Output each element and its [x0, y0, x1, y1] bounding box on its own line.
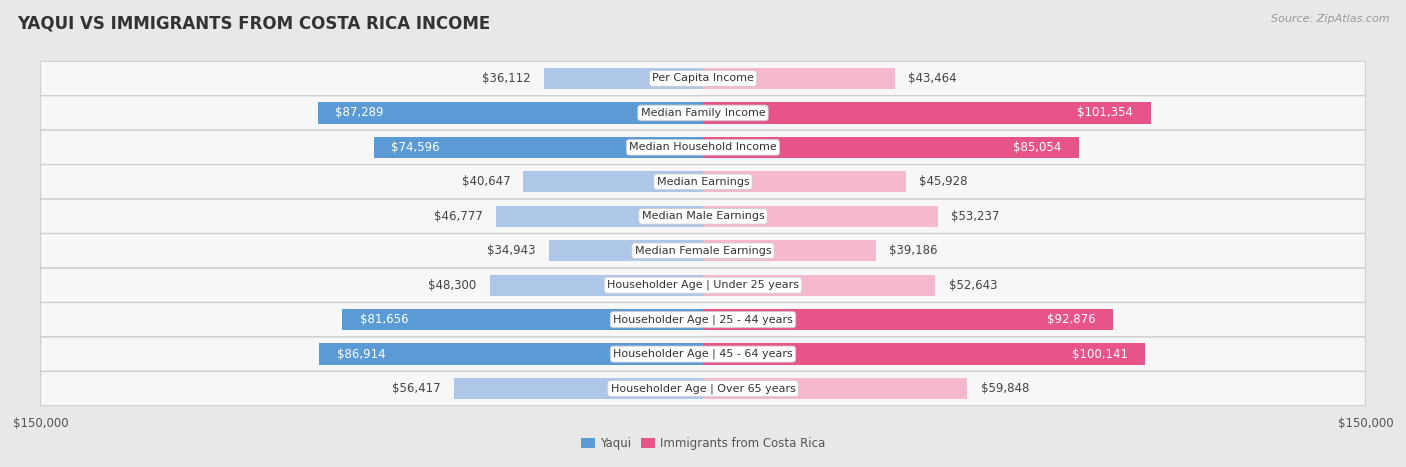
Text: Median Earnings: Median Earnings — [657, 177, 749, 187]
Text: $53,237: $53,237 — [952, 210, 1000, 223]
Bar — [548, 240, 703, 262]
FancyBboxPatch shape — [41, 337, 1365, 371]
FancyBboxPatch shape — [41, 130, 1365, 164]
Bar — [374, 137, 703, 158]
Text: $59,848: $59,848 — [980, 382, 1029, 395]
Bar — [703, 240, 876, 262]
Text: Median Male Earnings: Median Male Earnings — [641, 211, 765, 221]
Text: $87,289: $87,289 — [335, 106, 384, 120]
Text: Householder Age | Under 25 years: Householder Age | Under 25 years — [607, 280, 799, 290]
FancyBboxPatch shape — [41, 303, 1365, 337]
FancyBboxPatch shape — [41, 268, 1365, 302]
Text: Householder Age | 25 - 44 years: Householder Age | 25 - 44 years — [613, 314, 793, 325]
Bar — [703, 137, 1078, 158]
Bar — [703, 378, 967, 399]
Text: $86,914: $86,914 — [337, 347, 385, 361]
Text: $92,876: $92,876 — [1047, 313, 1095, 326]
Text: YAQUI VS IMMIGRANTS FROM COSTA RICA INCOME: YAQUI VS IMMIGRANTS FROM COSTA RICA INCO… — [17, 14, 491, 32]
Bar — [703, 275, 935, 296]
Text: $85,054: $85,054 — [1012, 141, 1062, 154]
Bar — [703, 309, 1114, 330]
FancyBboxPatch shape — [41, 165, 1365, 199]
Text: $36,112: $36,112 — [482, 72, 530, 85]
Text: Median Female Earnings: Median Female Earnings — [634, 246, 772, 256]
Bar — [318, 102, 703, 124]
FancyBboxPatch shape — [41, 234, 1365, 268]
Text: $40,647: $40,647 — [461, 175, 510, 188]
Text: $101,354: $101,354 — [1077, 106, 1133, 120]
Text: $34,943: $34,943 — [486, 244, 536, 257]
Text: Householder Age | 45 - 64 years: Householder Age | 45 - 64 years — [613, 349, 793, 359]
Bar — [703, 343, 1146, 365]
Bar — [703, 102, 1150, 124]
Bar — [703, 205, 938, 227]
FancyBboxPatch shape — [41, 61, 1365, 95]
Text: $56,417: $56,417 — [392, 382, 440, 395]
FancyBboxPatch shape — [41, 199, 1365, 234]
FancyBboxPatch shape — [41, 372, 1365, 406]
Text: Per Capita Income: Per Capita Income — [652, 73, 754, 84]
Bar — [703, 171, 905, 192]
Text: $100,141: $100,141 — [1071, 347, 1128, 361]
Text: Source: ZipAtlas.com: Source: ZipAtlas.com — [1271, 14, 1389, 24]
Bar — [703, 68, 896, 89]
Legend: Yaqui, Immigrants from Costa Rica: Yaqui, Immigrants from Costa Rica — [576, 432, 830, 455]
Text: Median Household Income: Median Household Income — [628, 142, 778, 152]
Text: $39,186: $39,186 — [890, 244, 938, 257]
Bar — [454, 378, 703, 399]
Bar — [523, 171, 703, 192]
Text: $48,300: $48,300 — [429, 279, 477, 292]
Bar — [489, 275, 703, 296]
Text: $45,928: $45,928 — [920, 175, 967, 188]
Text: Householder Age | Over 65 years: Householder Age | Over 65 years — [610, 383, 796, 394]
Text: $46,777: $46,777 — [434, 210, 484, 223]
FancyBboxPatch shape — [41, 96, 1365, 130]
Bar — [544, 68, 703, 89]
Text: $74,596: $74,596 — [391, 141, 440, 154]
Bar — [319, 343, 703, 365]
Text: Median Family Income: Median Family Income — [641, 108, 765, 118]
Bar — [343, 309, 703, 330]
Text: $52,643: $52,643 — [949, 279, 997, 292]
Bar — [496, 205, 703, 227]
Text: $81,656: $81,656 — [360, 313, 409, 326]
Text: $43,464: $43,464 — [908, 72, 957, 85]
